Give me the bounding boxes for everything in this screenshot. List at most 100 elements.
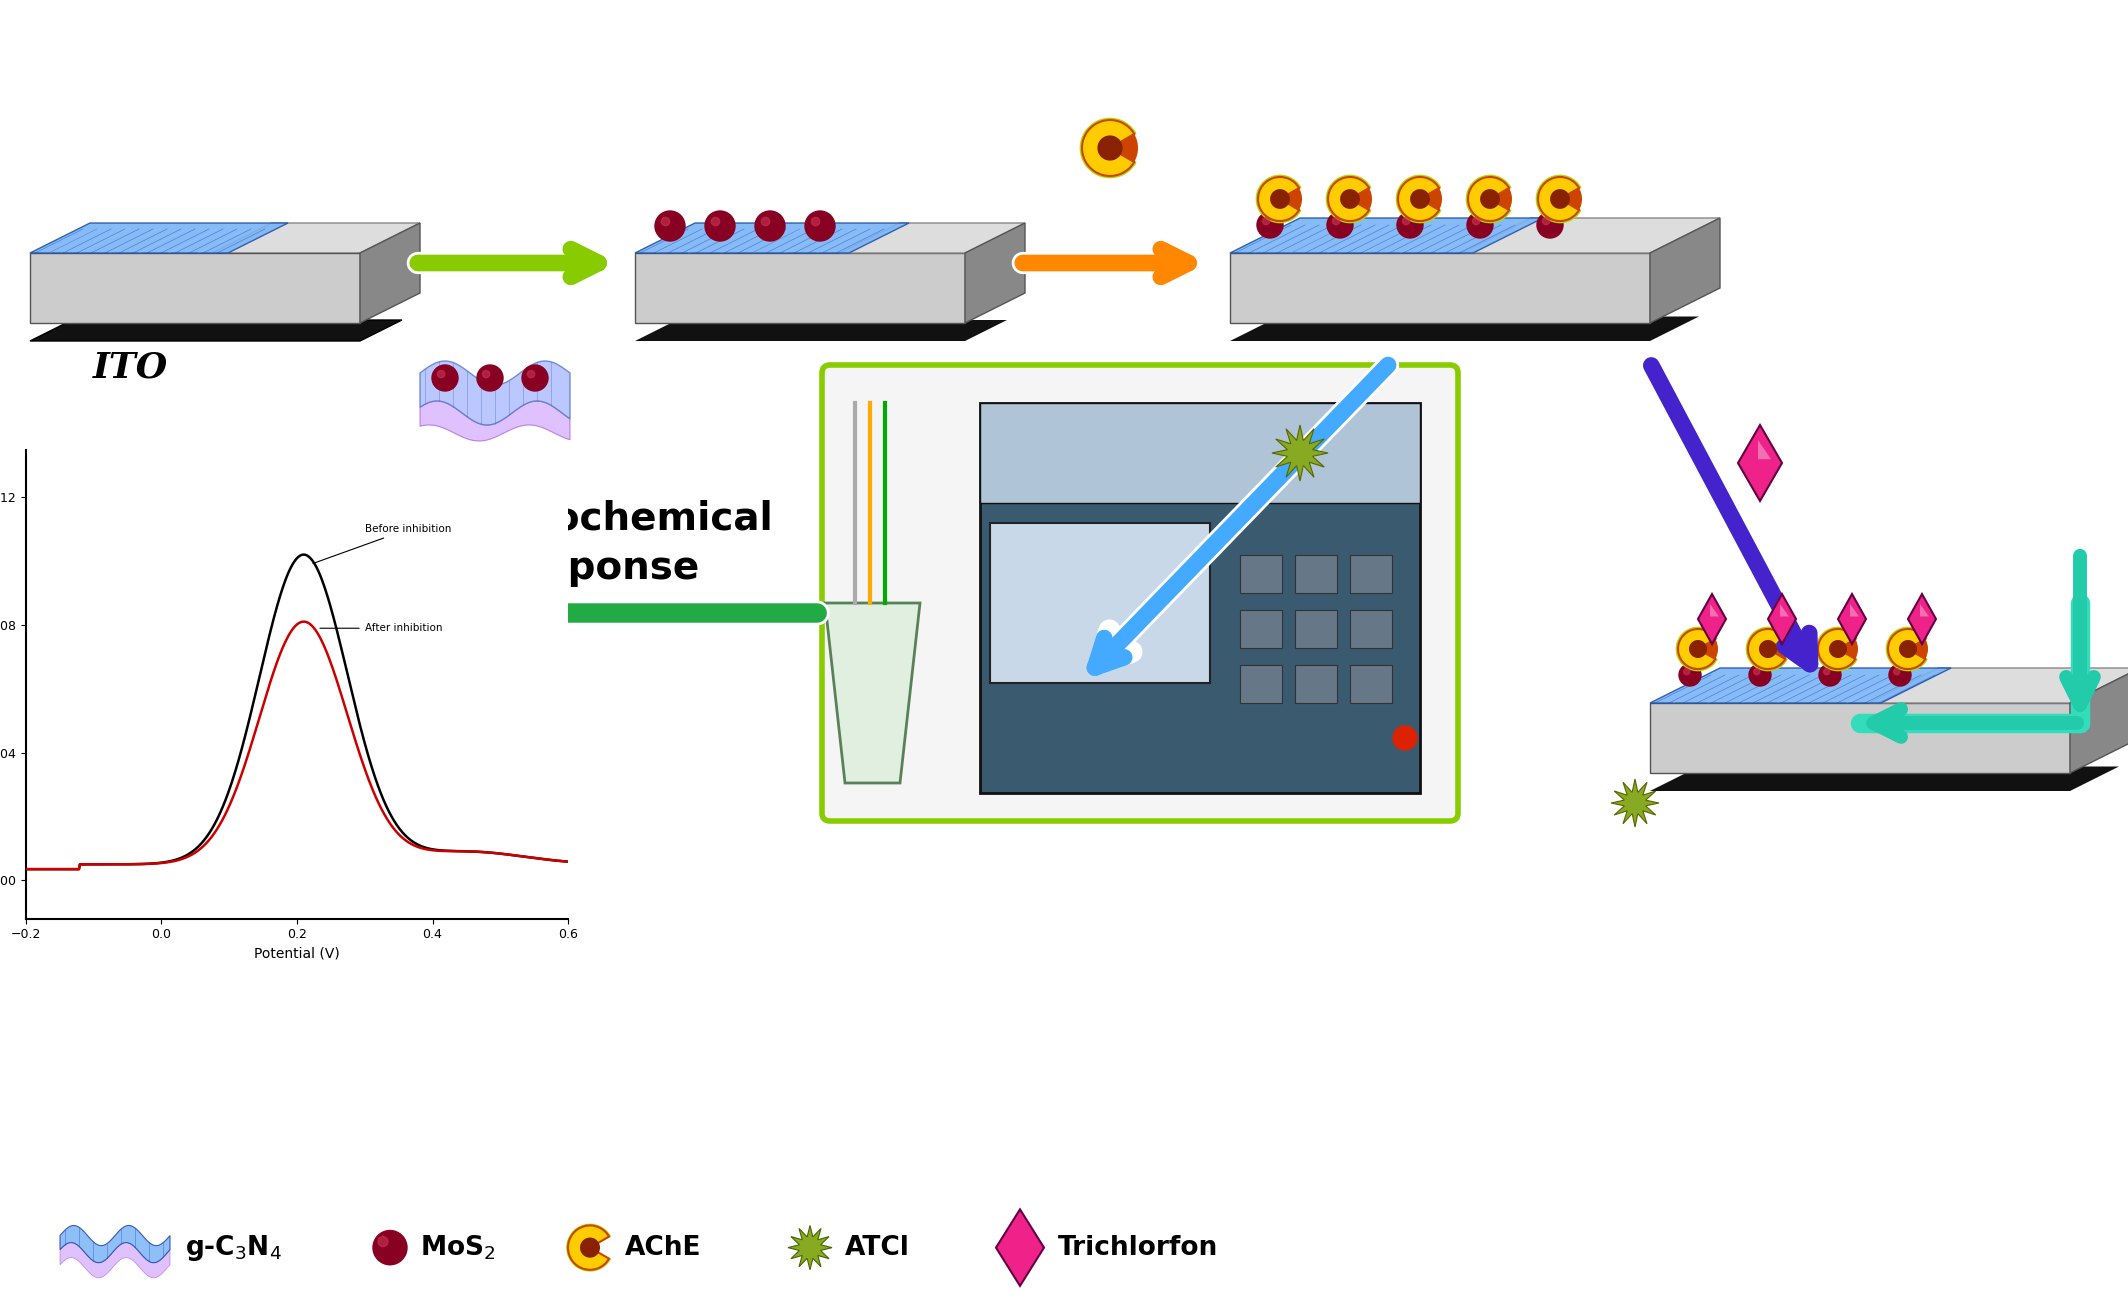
Wedge shape bbox=[1690, 640, 1707, 658]
Polygon shape bbox=[1230, 253, 1649, 323]
Wedge shape bbox=[1760, 640, 1777, 658]
Text: Before inhibition: Before inhibition bbox=[313, 524, 451, 563]
Wedge shape bbox=[1098, 136, 1124, 160]
Circle shape bbox=[379, 1237, 387, 1247]
Bar bbox=[1296, 665, 1336, 704]
Polygon shape bbox=[1909, 594, 1936, 644]
Circle shape bbox=[1824, 668, 1830, 675]
Circle shape bbox=[528, 370, 534, 378]
Polygon shape bbox=[634, 321, 1007, 341]
Wedge shape bbox=[1698, 638, 1717, 659]
Polygon shape bbox=[1649, 704, 2071, 773]
Wedge shape bbox=[1679, 629, 1715, 668]
Text: Electrochemical
response: Electrochemical response bbox=[426, 499, 772, 586]
Polygon shape bbox=[60, 1226, 170, 1263]
Circle shape bbox=[483, 370, 489, 378]
Wedge shape bbox=[568, 1226, 609, 1269]
Circle shape bbox=[662, 218, 670, 225]
Circle shape bbox=[1394, 726, 1417, 751]
Polygon shape bbox=[1779, 605, 1790, 616]
Wedge shape bbox=[1281, 188, 1302, 210]
Wedge shape bbox=[1111, 134, 1138, 162]
Polygon shape bbox=[826, 603, 919, 783]
Text: ATCl: ATCl bbox=[845, 1235, 911, 1260]
Wedge shape bbox=[581, 1238, 600, 1257]
Polygon shape bbox=[30, 321, 402, 341]
Polygon shape bbox=[1273, 425, 1328, 481]
Wedge shape bbox=[1481, 189, 1500, 208]
Circle shape bbox=[1328, 212, 1353, 238]
Bar bbox=[1241, 610, 1281, 648]
Bar bbox=[1241, 555, 1281, 593]
Circle shape bbox=[1262, 218, 1270, 224]
Bar bbox=[990, 523, 1211, 683]
Polygon shape bbox=[419, 361, 570, 425]
Polygon shape bbox=[634, 223, 909, 253]
Circle shape bbox=[1753, 668, 1760, 675]
Wedge shape bbox=[1888, 629, 1926, 668]
Polygon shape bbox=[360, 223, 419, 323]
Circle shape bbox=[1749, 665, 1770, 685]
Wedge shape bbox=[1898, 640, 1917, 658]
Text: ITO: ITO bbox=[92, 351, 168, 384]
Wedge shape bbox=[1839, 638, 1858, 659]
Wedge shape bbox=[1411, 189, 1430, 208]
Wedge shape bbox=[1349, 188, 1373, 210]
Circle shape bbox=[1543, 218, 1549, 224]
Wedge shape bbox=[1341, 189, 1360, 208]
Wedge shape bbox=[1081, 120, 1134, 176]
Circle shape bbox=[711, 218, 719, 225]
Polygon shape bbox=[1758, 440, 1770, 459]
Text: Trichlorfon: Trichlorfon bbox=[1058, 1235, 1217, 1260]
Polygon shape bbox=[1649, 766, 2119, 791]
Circle shape bbox=[372, 1230, 406, 1265]
Text: g-C$_3$N$_4$: g-C$_3$N$_4$ bbox=[185, 1233, 281, 1263]
Wedge shape bbox=[1258, 177, 1298, 222]
X-axis label: Potential (V): Potential (V) bbox=[253, 947, 340, 960]
Wedge shape bbox=[1328, 177, 1368, 222]
Polygon shape bbox=[211, 223, 419, 253]
Circle shape bbox=[1894, 668, 1900, 675]
Circle shape bbox=[1396, 212, 1424, 238]
Wedge shape bbox=[1817, 629, 1856, 668]
Circle shape bbox=[1332, 218, 1341, 224]
Circle shape bbox=[1683, 668, 1690, 675]
Wedge shape bbox=[1747, 629, 1785, 668]
Wedge shape bbox=[1560, 188, 1581, 210]
Wedge shape bbox=[1828, 640, 1847, 658]
Polygon shape bbox=[841, 223, 1026, 253]
Polygon shape bbox=[2071, 668, 2128, 773]
Polygon shape bbox=[1649, 668, 1951, 704]
Circle shape bbox=[1402, 218, 1409, 224]
Bar bbox=[1296, 610, 1336, 648]
Wedge shape bbox=[1909, 638, 1928, 659]
Polygon shape bbox=[30, 223, 287, 253]
Polygon shape bbox=[30, 253, 360, 323]
Wedge shape bbox=[1549, 189, 1570, 208]
Text: MoS$_2$: MoS$_2$ bbox=[419, 1234, 496, 1261]
Text: After inhibition: After inhibition bbox=[319, 623, 443, 633]
Circle shape bbox=[762, 218, 770, 225]
Wedge shape bbox=[1490, 188, 1513, 210]
Circle shape bbox=[1679, 665, 1700, 685]
Polygon shape bbox=[981, 403, 1419, 503]
Circle shape bbox=[1473, 218, 1479, 224]
Bar bbox=[1349, 555, 1392, 593]
Polygon shape bbox=[419, 401, 570, 440]
Wedge shape bbox=[1539, 177, 1579, 222]
Polygon shape bbox=[1849, 605, 1860, 616]
Circle shape bbox=[755, 211, 785, 241]
Circle shape bbox=[477, 365, 502, 391]
Polygon shape bbox=[787, 1225, 832, 1269]
Polygon shape bbox=[1919, 605, 1928, 616]
Polygon shape bbox=[60, 1243, 170, 1278]
Bar bbox=[1241, 665, 1281, 704]
Wedge shape bbox=[1419, 188, 1443, 210]
Circle shape bbox=[432, 365, 458, 391]
Bar bbox=[1349, 665, 1392, 704]
Polygon shape bbox=[1768, 594, 1796, 644]
Polygon shape bbox=[1649, 218, 1719, 323]
Wedge shape bbox=[1468, 177, 1509, 222]
Polygon shape bbox=[996, 1209, 1045, 1286]
Circle shape bbox=[704, 211, 734, 241]
